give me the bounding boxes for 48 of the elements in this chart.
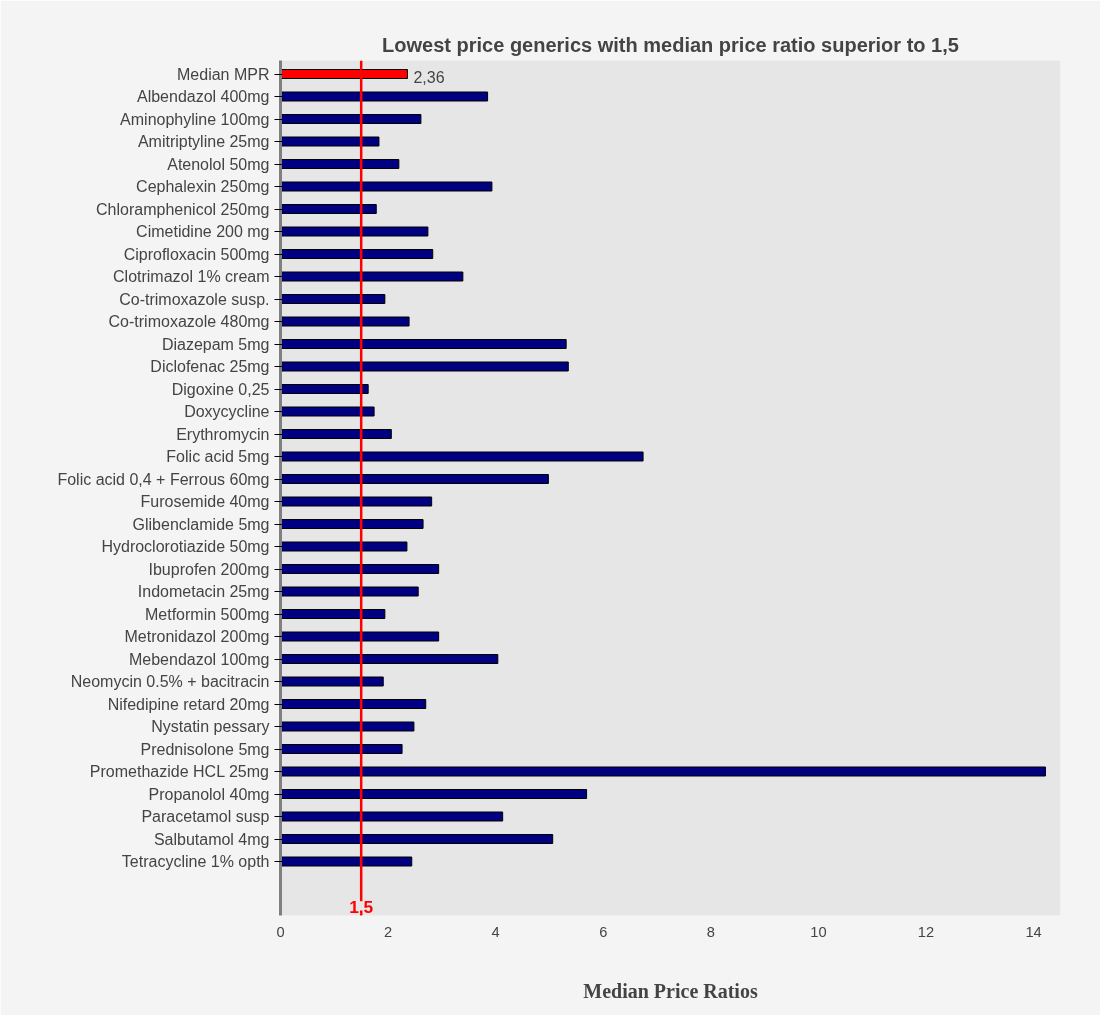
- y-tick-label: Diazepam 5mg: [161, 335, 270, 353]
- y-tick-label: Furosemide 40mg: [140, 493, 270, 510]
- y-tick-label: Co-trimoxazole 480mg: [108, 313, 270, 330]
- y-tick-label: Glibenclamide 5mg: [132, 515, 270, 533]
- y-tick-label: Tetracycline 1% opth: [121, 853, 270, 870]
- y-tick-label: Folic acid 5mg: [166, 448, 270, 465]
- x-tick-label: 6: [599, 923, 608, 940]
- y-tick-label: Cephalexin 250mg: [136, 178, 270, 195]
- y-tick-label: Metformin 500mg: [145, 605, 270, 623]
- y-tick-label: Nystatin pessary: [151, 718, 270, 735]
- data-label: 2,36: [413, 69, 445, 86]
- y-tick-label: Cimetidine 200 mg: [136, 223, 270, 240]
- y-tick-label: Promethazide HCL 25mg: [89, 763, 269, 780]
- y-tick-label: Nifedipine retard 20mg: [107, 695, 270, 713]
- x-tick-label: 10: [810, 923, 827, 940]
- y-tick-label: Metronidazol 200mg: [124, 628, 270, 645]
- y-tick-label: Chloramphenicol 250mg: [96, 200, 270, 218]
- x-tick-label: 12: [917, 923, 935, 940]
- x-tick-label: 2: [384, 923, 393, 940]
- y-tick-label: Propanolol 40mg: [148, 785, 270, 803]
- x-tick-label: 0: [276, 923, 285, 940]
- y-tick-label: Diclofenac 25mg: [150, 358, 270, 375]
- y-tick-label: Folic acid 0,4 + Ferrous 60mg: [57, 470, 270, 488]
- y-tick-label: Ibuprofen 200mg: [148, 560, 270, 578]
- y-tick-label: Erythromycin: [176, 425, 270, 443]
- y-tick-label: Doxycycline: [184, 403, 270, 420]
- y-tick-label: Ciprofloxacin 500mg: [123, 245, 270, 263]
- x-tick-label: 4: [491, 923, 500, 940]
- ref-line-label: 1,5: [349, 897, 374, 918]
- y-tick-label: Digoxine 0,25: [171, 380, 270, 398]
- y-tick-label: Paracetamol susp: [141, 808, 270, 825]
- y-tick-label: Albendazol 400mg: [136, 88, 270, 105]
- y-tick-label: Median MPR: [177, 65, 270, 83]
- y-tick-label: Mebendazol 100mg: [128, 650, 270, 668]
- x-axis-title: Median Price Ratios: [583, 979, 758, 1002]
- y-tick-label: Amitriptyline 25mg: [137, 133, 270, 150]
- y-tick-label: Aminophyline 100mg: [120, 110, 270, 128]
- y-tick-label: Prednisolone 5mg: [140, 740, 270, 758]
- chart-title: Lowest price generics with median price ratio superior to 1,5: [382, 33, 959, 56]
- x-tick-label: 8: [706, 923, 715, 940]
- y-tick-label: Atenolol 50mg: [167, 155, 270, 173]
- y-tick-label: Hydroclorotiazide 50mg: [101, 538, 270, 555]
- y-tick-label: Neomycin 0.5% + bacitracin: [70, 673, 270, 690]
- x-tick-label: 14: [1025, 923, 1042, 940]
- y-tick-label: Salbutamol 4mg: [153, 830, 270, 848]
- y-tick-label: Co-trimoxazole susp.: [119, 290, 270, 308]
- y-tick-label: Clotrimazol 1% cream: [113, 268, 270, 285]
- y-tick-label: Indometacin 25mg: [137, 583, 270, 600]
